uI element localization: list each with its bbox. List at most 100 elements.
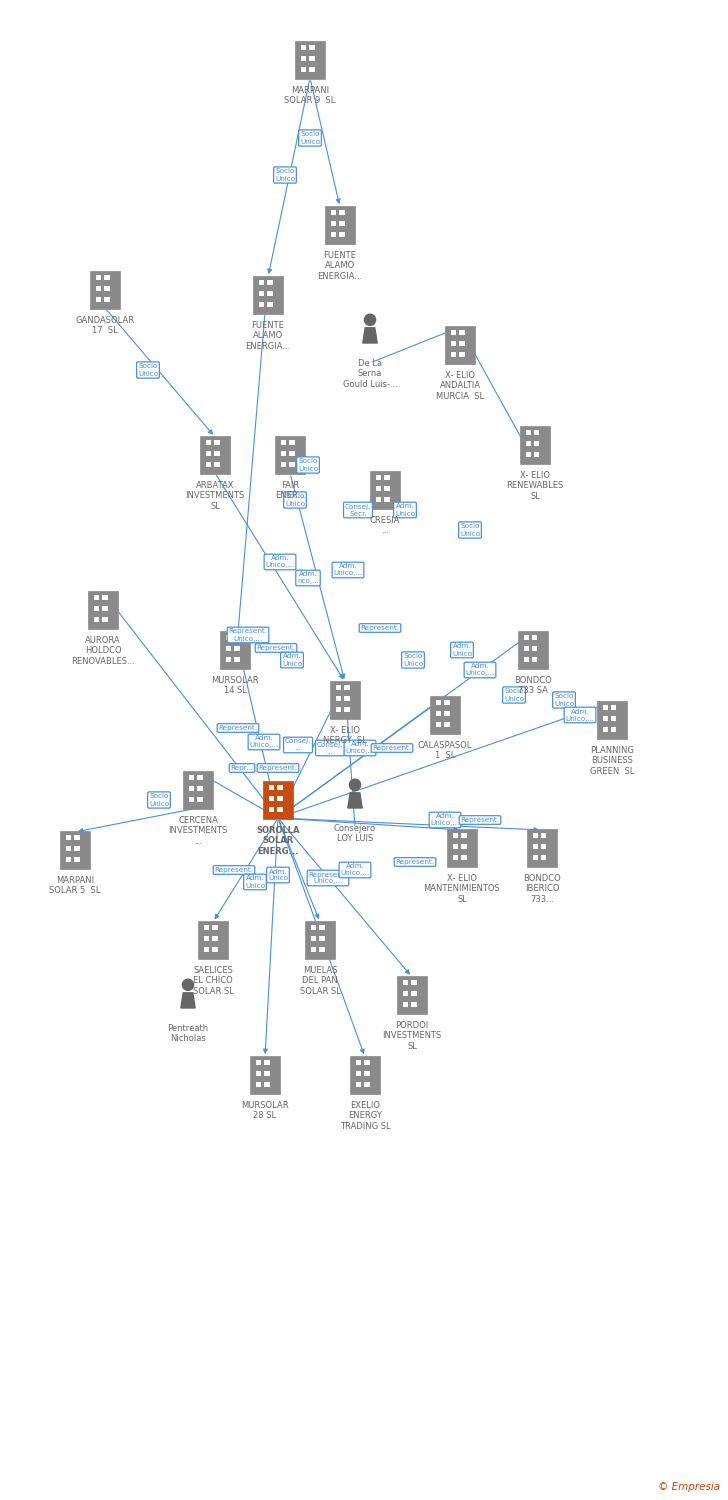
Bar bbox=[541, 855, 547, 859]
Bar bbox=[197, 786, 202, 790]
Bar bbox=[214, 452, 220, 456]
Bar bbox=[226, 646, 231, 651]
Text: Consejero
LOY LUIS: Consejero LOY LUIS bbox=[334, 824, 376, 843]
Bar bbox=[289, 441, 295, 446]
Bar bbox=[94, 616, 99, 621]
Bar bbox=[435, 711, 441, 716]
Text: AURORA
HOLDCO
RENOVABLES...: AURORA HOLDCO RENOVABLES... bbox=[71, 636, 135, 666]
Bar bbox=[66, 846, 71, 850]
Bar bbox=[60, 831, 90, 868]
Bar bbox=[234, 646, 240, 651]
Bar bbox=[311, 926, 316, 930]
Bar bbox=[206, 462, 211, 466]
Bar bbox=[350, 1056, 380, 1094]
Text: Adm.
Unico: Adm. Unico bbox=[395, 504, 415, 516]
Bar bbox=[532, 657, 537, 662]
Bar bbox=[256, 1071, 261, 1076]
Polygon shape bbox=[348, 794, 363, 808]
Text: MURSOLAR
14 SL: MURSOLAR 14 SL bbox=[211, 676, 259, 696]
Bar bbox=[520, 426, 550, 464]
Text: Pentreath
Nicholas: Pentreath Nicholas bbox=[167, 1024, 208, 1044]
Text: Represent.
Unico,...: Represent. Unico,... bbox=[309, 871, 347, 885]
Bar bbox=[258, 280, 264, 285]
Text: Represent.: Represent. bbox=[373, 746, 411, 752]
Bar bbox=[603, 705, 608, 711]
Bar bbox=[204, 936, 209, 940]
Bar bbox=[403, 981, 408, 986]
Bar bbox=[277, 786, 282, 790]
Circle shape bbox=[183, 980, 194, 990]
Bar bbox=[102, 616, 108, 621]
Text: Adm.
Unico,...: Adm. Unico,... bbox=[250, 735, 279, 748]
Bar bbox=[264, 1060, 269, 1065]
Bar bbox=[603, 716, 608, 722]
Text: Adm.
Unico,...: Adm. Unico,... bbox=[430, 813, 459, 826]
Polygon shape bbox=[181, 993, 195, 1008]
Bar bbox=[325, 206, 355, 245]
Bar bbox=[451, 340, 456, 346]
Text: Socio
Único: Socio Único bbox=[285, 494, 305, 507]
Bar bbox=[311, 936, 316, 940]
Bar bbox=[453, 844, 458, 849]
Bar bbox=[319, 946, 325, 951]
Bar bbox=[269, 807, 274, 812]
Bar bbox=[200, 436, 230, 474]
Text: Represent.: Represent. bbox=[218, 724, 258, 730]
Bar bbox=[344, 686, 349, 690]
Bar bbox=[435, 700, 441, 705]
Text: Socio
Único: Socio Único bbox=[149, 794, 169, 807]
Bar bbox=[331, 220, 336, 226]
Bar bbox=[277, 807, 282, 812]
Text: Represent.: Represent. bbox=[461, 818, 499, 824]
Text: MURSOLAR
28 SL: MURSOLAR 28 SL bbox=[241, 1101, 289, 1120]
Bar bbox=[364, 1060, 370, 1065]
Text: Adm.
Unico,...: Adm. Unico,... bbox=[333, 564, 363, 576]
Bar bbox=[344, 696, 349, 700]
Text: Adm.
nco,...: Adm. nco,... bbox=[297, 572, 319, 585]
Text: Consej.
Secr.: Consej. Secr. bbox=[345, 504, 371, 516]
Text: Adm.
Unico: Adm. Unico bbox=[282, 654, 302, 666]
Bar bbox=[451, 330, 456, 336]
Bar bbox=[364, 1071, 370, 1076]
Bar bbox=[430, 696, 460, 734]
Bar bbox=[451, 351, 456, 357]
Bar bbox=[527, 830, 557, 867]
Bar bbox=[301, 56, 306, 62]
Bar bbox=[611, 726, 617, 732]
Text: Represent.
Unico,...: Represent. Unico,... bbox=[229, 628, 267, 642]
Bar bbox=[74, 846, 79, 850]
Bar bbox=[356, 1082, 361, 1086]
Bar bbox=[523, 636, 529, 640]
Text: Adm.
Unico,...: Adm. Unico,... bbox=[341, 864, 370, 876]
Bar bbox=[104, 276, 109, 280]
Bar bbox=[384, 476, 389, 480]
Bar bbox=[336, 686, 341, 690]
Bar bbox=[533, 834, 538, 839]
Text: SAELICES
EL CHICO
SOLAR SL: SAELICES EL CHICO SOLAR SL bbox=[193, 966, 234, 996]
Text: BONDCO
733 SA: BONDCO 733 SA bbox=[514, 676, 552, 696]
Bar bbox=[445, 326, 475, 364]
Bar bbox=[459, 351, 464, 357]
Text: Represent.: Represent. bbox=[256, 645, 296, 651]
Text: MUELAS
DEL PAN
SOLAR SL: MUELAS DEL PAN SOLAR SL bbox=[299, 966, 341, 996]
Text: FAIR
ENER...: FAIR ENER... bbox=[274, 482, 305, 501]
Text: CALASPASOL
1  SL: CALASPASOL 1 SL bbox=[418, 741, 472, 760]
Bar bbox=[309, 56, 314, 62]
Text: Socio
Único: Socio Único bbox=[460, 524, 480, 537]
Bar bbox=[295, 40, 325, 80]
Bar bbox=[104, 297, 109, 302]
Text: Adm.
Unico,...: Adm. Unico,... bbox=[465, 663, 494, 676]
Text: Consej.
...: Consej. ... bbox=[317, 741, 343, 754]
Text: Socio
Único: Socio Único bbox=[138, 363, 158, 376]
Bar bbox=[364, 1082, 370, 1086]
Bar bbox=[453, 855, 458, 859]
Bar bbox=[183, 771, 213, 808]
Text: Adm.
Unico,...: Adm. Unico,... bbox=[566, 708, 595, 722]
Bar bbox=[611, 705, 617, 711]
Bar bbox=[234, 657, 240, 662]
Bar bbox=[336, 696, 341, 700]
Bar bbox=[411, 992, 416, 996]
Bar bbox=[533, 844, 538, 849]
Circle shape bbox=[349, 778, 360, 790]
Bar bbox=[603, 726, 608, 732]
